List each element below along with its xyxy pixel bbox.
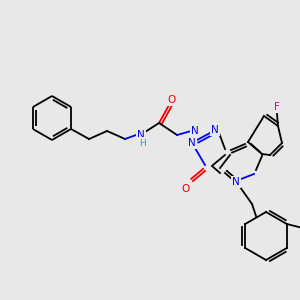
Text: O: O [167, 95, 175, 105]
Text: H: H [139, 139, 145, 148]
Text: N: N [188, 138, 196, 148]
Text: N: N [232, 177, 240, 187]
Text: N: N [137, 130, 145, 140]
Text: N: N [211, 125, 219, 135]
Text: O: O [182, 184, 190, 194]
Text: N: N [191, 126, 199, 136]
Text: F: F [274, 102, 280, 112]
